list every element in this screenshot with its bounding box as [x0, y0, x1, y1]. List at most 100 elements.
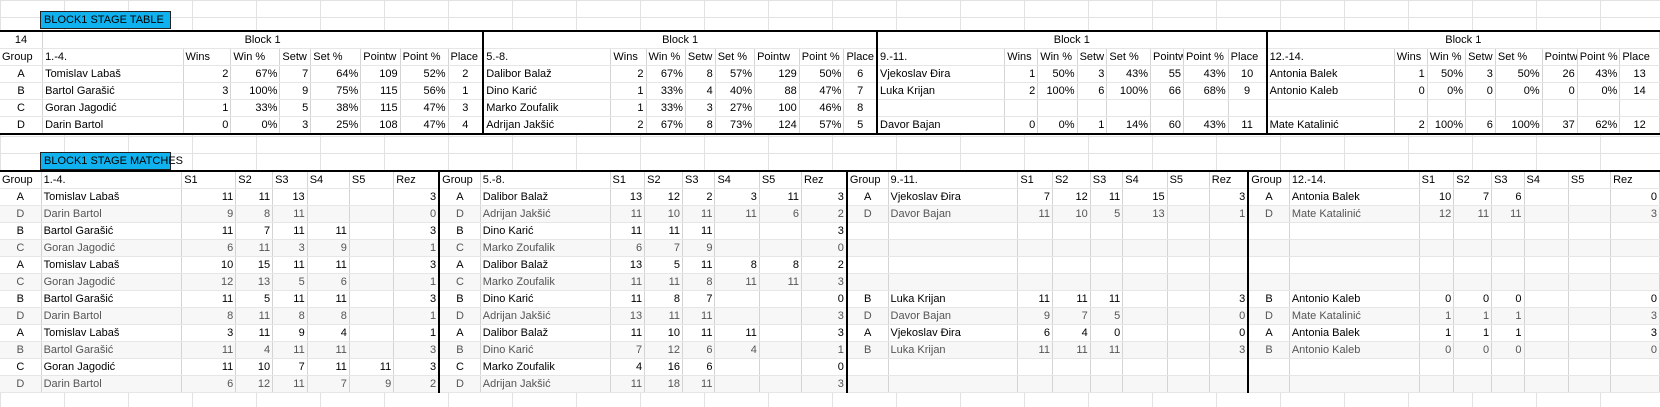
set-score-cell[interactable]: 7 [235, 222, 274, 240]
pointw-cell[interactable]: 124 [754, 116, 800, 135]
set-score-cell[interactable]: 7 [272, 358, 308, 376]
set-score-cell[interactable] [1419, 375, 1455, 393]
set-score-cell[interactable]: 15 [235, 256, 274, 274]
set-score-cell[interactable]: 11 [1090, 188, 1124, 206]
set-score-cell[interactable] [1090, 358, 1124, 376]
player-name-cell[interactable] [888, 273, 1019, 291]
group-cell[interactable]: D [0, 307, 42, 325]
result-cell[interactable] [1610, 239, 1660, 257]
set-score-cell[interactable] [1524, 341, 1569, 359]
result-cell[interactable]: 3 [1610, 307, 1660, 325]
set-score-cell[interactable] [1090, 375, 1124, 393]
set-score-cell[interactable]: 4 [610, 358, 646, 376]
set-score-cell[interactable]: 6 [1491, 188, 1525, 206]
set-score-cell[interactable] [1017, 256, 1053, 274]
place-cell[interactable]: 8 [843, 99, 878, 117]
set-score-cell[interactable]: 11 [1017, 290, 1053, 308]
player-name-cell[interactable]: Goran Jagodić [41, 273, 183, 291]
player-name-cell[interactable]: Tomislav Labaš [42, 65, 184, 83]
player-name-cell[interactable]: Adrijan Jakšić [480, 205, 611, 223]
player-name-cell[interactable] [888, 256, 1019, 274]
set-score-cell[interactable] [1491, 239, 1525, 257]
set-score-cell[interactable] [1419, 358, 1455, 376]
wins-cell[interactable]: 2 [610, 65, 647, 83]
player-name-cell[interactable]: Darin Bartol [41, 205, 183, 223]
set-score-cell[interactable]: 11 [1052, 341, 1091, 359]
set-score-cell[interactable] [1167, 341, 1210, 359]
set-score-cell[interactable] [1122, 324, 1168, 342]
point-pct-cell[interactable]: 62% [1577, 116, 1621, 135]
set-score-cell[interactable] [1122, 358, 1168, 376]
group-cell[interactable]: D [0, 375, 42, 393]
player-name-cell[interactable]: Marko Zoufalik [480, 358, 611, 376]
set-pct-cell[interactable]: 75% [310, 82, 362, 100]
player-name-cell[interactable]: Antonio Kaleb [1289, 341, 1420, 359]
set-score-cell[interactable] [349, 239, 395, 257]
player-name-cell[interactable]: Marko Zoufalik [480, 273, 611, 291]
set-score-cell[interactable] [714, 222, 760, 240]
column-header-cell[interactable]: Wins [1394, 48, 1428, 66]
column-header-cell[interactable]: S4 [714, 170, 760, 189]
group-cell[interactable] [845, 256, 889, 274]
result-cell[interactable]: 1 [393, 273, 440, 291]
set-score-cell[interactable]: 13 [235, 273, 274, 291]
player-name-cell[interactable]: Adrijan Jakšić [480, 307, 611, 325]
pointw-cell[interactable]: 66 [1150, 82, 1184, 100]
set-score-cell[interactable] [1052, 256, 1091, 274]
win-pct-cell[interactable]: 50% [1037, 65, 1078, 83]
set-score-cell[interactable] [759, 222, 803, 240]
set-score-cell[interactable]: 11 [1453, 205, 1493, 223]
column-header-cell[interactable]: Set % [1106, 48, 1151, 66]
set-score-cell[interactable]: 11 [1090, 290, 1124, 308]
set-score-cell[interactable]: 1 [1419, 324, 1455, 342]
set-pct-cell[interactable]: 43% [1106, 65, 1151, 83]
win-pct-cell[interactable] [1037, 99, 1078, 117]
set-score-cell[interactable] [1167, 222, 1210, 240]
set-score-cell[interactable] [1453, 239, 1493, 257]
group-cell[interactable]: B [438, 222, 481, 240]
set-pct-cell[interactable] [1495, 99, 1543, 117]
set-score-cell[interactable]: 8 [714, 256, 760, 274]
result-cell[interactable] [1610, 358, 1660, 376]
set-score-cell[interactable] [1017, 375, 1053, 393]
group-cell[interactable] [1247, 256, 1290, 274]
wins-cell[interactable]: 0 [183, 116, 232, 135]
set-score-cell[interactable] [1491, 273, 1525, 291]
set-score-cell[interactable]: 6 [610, 239, 646, 257]
result-cell[interactable]: 3 [1209, 341, 1249, 359]
result-cell[interactable]: 3 [1209, 290, 1249, 308]
set-score-cell[interactable]: 11 [235, 307, 274, 325]
column-header-cell[interactable]: S5 [759, 170, 803, 189]
column-header-cell[interactable]: Rez [801, 170, 848, 189]
point-pct-cell[interactable]: 52% [400, 65, 449, 83]
point-pct-cell[interactable] [1183, 99, 1229, 117]
result-cell[interactable] [1209, 222, 1249, 240]
pointw-cell[interactable]: 115 [360, 99, 401, 117]
column-header-cell[interactable]: Set % [1495, 48, 1543, 66]
result-cell[interactable]: 0 [801, 358, 848, 376]
column-header-cell[interactable]: Set % [715, 48, 756, 66]
set-score-cell[interactable] [1524, 375, 1569, 393]
set-score-cell[interactable] [1568, 222, 1612, 240]
set-score-cell[interactable]: 11 [272, 341, 308, 359]
set-score-cell[interactable]: 11 [349, 358, 395, 376]
point-pct-cell[interactable]: 57% [799, 116, 845, 135]
set-score-cell[interactable]: 11 [682, 205, 716, 223]
range-header-cell[interactable]: 1.-4. [42, 48, 184, 66]
column-header-cell[interactable]: Setw [1465, 48, 1496, 66]
set-score-cell[interactable] [349, 324, 395, 342]
set-pct-cell[interactable]: 57% [715, 65, 756, 83]
set-score-cell[interactable]: 0 [1090, 324, 1124, 342]
set-score-cell[interactable] [349, 290, 395, 308]
set-score-cell[interactable] [1017, 358, 1053, 376]
player-name-cell[interactable]: Dalibor Balaž [480, 188, 611, 206]
set-score-cell[interactable] [1568, 205, 1612, 223]
group-cell[interactable] [845, 375, 889, 393]
set-score-cell[interactable] [1524, 256, 1569, 274]
result-cell[interactable] [1209, 256, 1249, 274]
set-score-cell[interactable]: 11 [682, 222, 716, 240]
player-name-cell[interactable] [1289, 256, 1420, 274]
group-cell[interactable]: C [438, 273, 481, 291]
win-pct-cell[interactable]: 0% [1037, 116, 1078, 135]
group-cell[interactable]: B [438, 341, 481, 359]
